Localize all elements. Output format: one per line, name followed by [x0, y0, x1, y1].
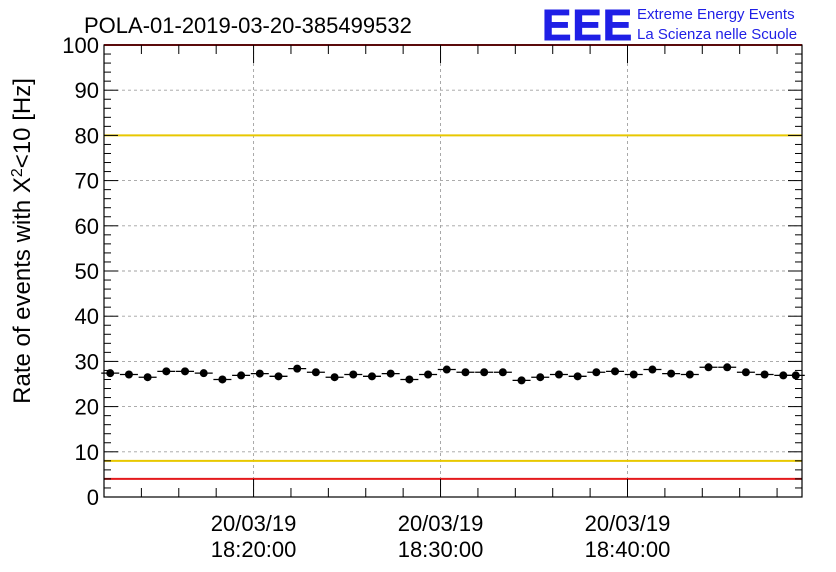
data-point: [293, 364, 302, 373]
x-tick-label-time: 18:20:00: [211, 537, 297, 562]
y-tick-labels: 0 10 20 30 40 50 60 70 80 90 100: [62, 33, 99, 510]
data-point: [106, 369, 115, 378]
data-point: [405, 375, 414, 384]
data-point: [573, 372, 582, 381]
eee-logo-mark: EEE: [542, 1, 633, 50]
data-point: [367, 372, 376, 381]
y-tick-label: 60: [75, 214, 99, 239]
y-tick-label: 70: [75, 169, 99, 194]
y-tick-label: 10: [75, 440, 99, 465]
x-tick-label-date: 20/03/19: [211, 511, 297, 536]
data-point: [143, 373, 152, 382]
data-point: [760, 370, 769, 379]
x-tick-label-date: 20/03/19: [398, 511, 484, 536]
data-point: [237, 371, 246, 380]
data-point: [517, 376, 526, 385]
data-point: [704, 363, 713, 372]
chart-title: POLA-01-2019-03-20-385499532: [84, 13, 412, 38]
axis-ticks: [104, 44, 802, 498]
data-point: [536, 373, 545, 382]
data-point: [498, 368, 507, 377]
y-tick-label: 50: [75, 259, 99, 284]
y-tick-label: 40: [75, 304, 99, 329]
data-point: [554, 370, 563, 379]
y-tick-label: 80: [75, 123, 99, 148]
data-point: [648, 365, 657, 374]
eee-logo: EEE Extreme Energy Events La Scienza nel…: [542, 1, 798, 51]
data-point: [255, 369, 264, 378]
x-tick-labels: 20/03/1918:20:0020/03/1918:30:0020/03/19…: [211, 511, 671, 562]
eee-logo-line2: La Scienza nelle Scuole: [637, 26, 797, 43]
data-point: [442, 365, 451, 374]
y-tick-label: 20: [75, 395, 99, 420]
data-point: [181, 367, 190, 376]
data-point: [791, 371, 800, 380]
data-point: [330, 373, 339, 382]
x-tick-label-time: 18:30:00: [398, 537, 484, 562]
x-tick-label-time: 18:40:00: [585, 537, 671, 562]
data-point: [311, 368, 320, 377]
data-point: [162, 367, 171, 376]
data-point: [199, 369, 208, 378]
data-point: [424, 370, 433, 379]
data-point: [779, 371, 788, 380]
data-point: [685, 370, 694, 379]
data-point: [741, 368, 750, 377]
data-point: [218, 375, 227, 384]
data-point: [592, 368, 601, 377]
y-tick-label: 90: [75, 78, 99, 103]
data-point: [461, 368, 470, 377]
data-point: [274, 372, 283, 381]
y-tick-label: 100: [62, 33, 99, 58]
data-point: [480, 368, 489, 377]
data-point: [611, 367, 620, 376]
data-point: [349, 370, 358, 379]
data-series: [101, 363, 805, 385]
eee-logo-line1: Extreme Energy Events: [637, 6, 795, 23]
y-axis-label: Rate of events with X2<10 [Hz]: [9, 78, 37, 404]
data-point: [386, 369, 395, 378]
x-tick-label-date: 20/03/19: [585, 511, 671, 536]
y-tick-label: 30: [75, 349, 99, 374]
y-tick-label: 0: [87, 485, 99, 510]
data-point: [723, 363, 732, 372]
data-point: [629, 370, 638, 379]
data-point: [124, 370, 133, 379]
data-point: [667, 369, 676, 378]
